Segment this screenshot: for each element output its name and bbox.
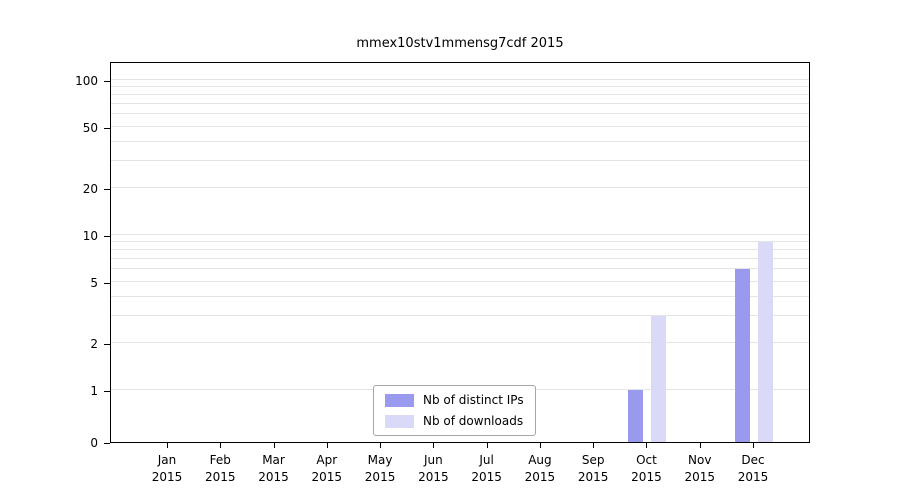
bar-oct-series0 xyxy=(628,390,644,442)
x-tick-label: Jun 2015 xyxy=(401,452,465,487)
y-axis-tick xyxy=(104,344,110,346)
x-axis-tick xyxy=(646,443,648,448)
gridline xyxy=(111,86,809,88)
x-tick-month: Oct xyxy=(636,453,657,467)
x-tick-label: Oct 2015 xyxy=(614,452,678,487)
bar-dec-series1 xyxy=(758,242,773,442)
gridline xyxy=(111,187,809,189)
x-tick-label: Sep 2015 xyxy=(561,452,625,487)
x-tick-year: 2015 xyxy=(151,470,183,485)
y-tick-label: 2 xyxy=(90,337,98,352)
x-tick-label: Feb 2015 xyxy=(188,452,252,487)
y-axis-tick xyxy=(104,189,110,191)
x-tick-year: 2015 xyxy=(204,470,236,485)
x-tick-year: 2015 xyxy=(684,470,715,485)
y-tick-label: 20 xyxy=(82,182,98,197)
gridline xyxy=(111,268,809,270)
x-axis-tick xyxy=(380,443,382,448)
x-axis-tick xyxy=(753,443,754,448)
x-axis-tick xyxy=(167,443,168,448)
x-tick-month: Sep xyxy=(581,453,605,467)
x-tick-month: Jun xyxy=(423,453,443,467)
x-tick-month: Apr xyxy=(316,453,338,467)
chart-title: mmex10stv1mmensg7cdf 2015 xyxy=(356,36,564,51)
x-tick-year: 2015 xyxy=(737,470,769,485)
x-axis-tick xyxy=(699,443,701,448)
legend-label: Nb of downloads xyxy=(423,414,524,428)
gridline xyxy=(111,342,809,344)
y-tick-label: 5 xyxy=(90,275,98,290)
x-tick-year: 2015 xyxy=(258,470,289,485)
x-tick-year: 2015 xyxy=(364,470,396,485)
x-tick-label: Nov 2015 xyxy=(668,452,732,487)
gridline xyxy=(111,295,809,297)
x-tick-year: 2015 xyxy=(524,470,556,485)
gridline xyxy=(111,249,809,251)
y-tick-label: 10 xyxy=(82,229,98,243)
gridline xyxy=(111,125,809,127)
plot-area: Nb of distinct IPs Nb of downloads xyxy=(110,62,810,443)
x-tick-month: Nov xyxy=(688,453,712,467)
legend: Nb of distinct IPs Nb of downloads xyxy=(373,385,536,436)
x-tick-month: Dec xyxy=(741,453,765,467)
x-axis-tick xyxy=(273,443,275,448)
x-axis-tick xyxy=(433,443,435,448)
gridline xyxy=(111,113,809,115)
x-tick-year: 2015 xyxy=(418,470,449,485)
x-tick-label: Mar 2015 xyxy=(242,452,306,487)
legend-entry: Nb of downloads xyxy=(385,414,524,428)
x-tick-month: Jan xyxy=(157,453,177,467)
x-axis-tick xyxy=(220,443,222,448)
x-tick-month: Feb xyxy=(209,453,231,467)
legend-swatch-series0 xyxy=(385,393,414,407)
x-axis-tick xyxy=(539,443,541,448)
gridline xyxy=(111,94,809,96)
x-tick-label: Jan 2015 xyxy=(135,452,199,487)
legend-swatch-series1 xyxy=(385,414,414,428)
x-axis-tick xyxy=(486,443,488,448)
y-axis-tick xyxy=(104,236,110,237)
y-axis-tick xyxy=(104,81,110,82)
x-tick-label: Aug 2015 xyxy=(508,452,572,487)
x-tick-month: Mar xyxy=(262,453,285,467)
gridline xyxy=(111,160,809,162)
y-axis-tick xyxy=(104,391,110,392)
x-tick-year: 2015 xyxy=(471,470,502,485)
y-axis-tick xyxy=(104,282,110,284)
x-tick-month: May xyxy=(367,453,393,467)
y-tick-label: 100 xyxy=(75,74,98,88)
gridline xyxy=(111,241,809,243)
x-tick-label: May 2015 xyxy=(348,452,412,487)
x-axis-tick xyxy=(593,443,595,448)
gridline xyxy=(111,103,809,105)
x-tick-label: Jul 2015 xyxy=(455,452,519,487)
x-tick-year: 2015 xyxy=(311,470,343,485)
gridline xyxy=(111,258,809,260)
gridline xyxy=(111,280,809,282)
gridline xyxy=(111,315,809,317)
y-axis-tick xyxy=(104,443,110,444)
bar-dec-series0 xyxy=(735,269,750,442)
x-axis-tick xyxy=(326,443,328,448)
bar-oct-series1 xyxy=(651,316,667,442)
x-tick-year: 2015 xyxy=(631,470,662,485)
x-tick-month: Jul xyxy=(479,453,494,467)
y-tick-label: 0 xyxy=(90,436,98,450)
y-tick-label: 50 xyxy=(82,120,98,135)
x-tick-year: 2015 xyxy=(577,470,609,485)
x-tick-label: Dec 2015 xyxy=(721,452,785,487)
x-tick-label: Apr 2015 xyxy=(295,452,359,487)
gridline xyxy=(111,234,809,235)
gridline xyxy=(111,79,809,80)
y-tick-label: 1 xyxy=(90,384,98,398)
x-tick-month: Aug xyxy=(528,453,552,467)
legend-entry: Nb of distinct IPs xyxy=(385,393,524,407)
legend-label: Nb of distinct IPs xyxy=(423,393,524,407)
y-axis-tick xyxy=(104,127,110,129)
gridline xyxy=(111,140,809,142)
